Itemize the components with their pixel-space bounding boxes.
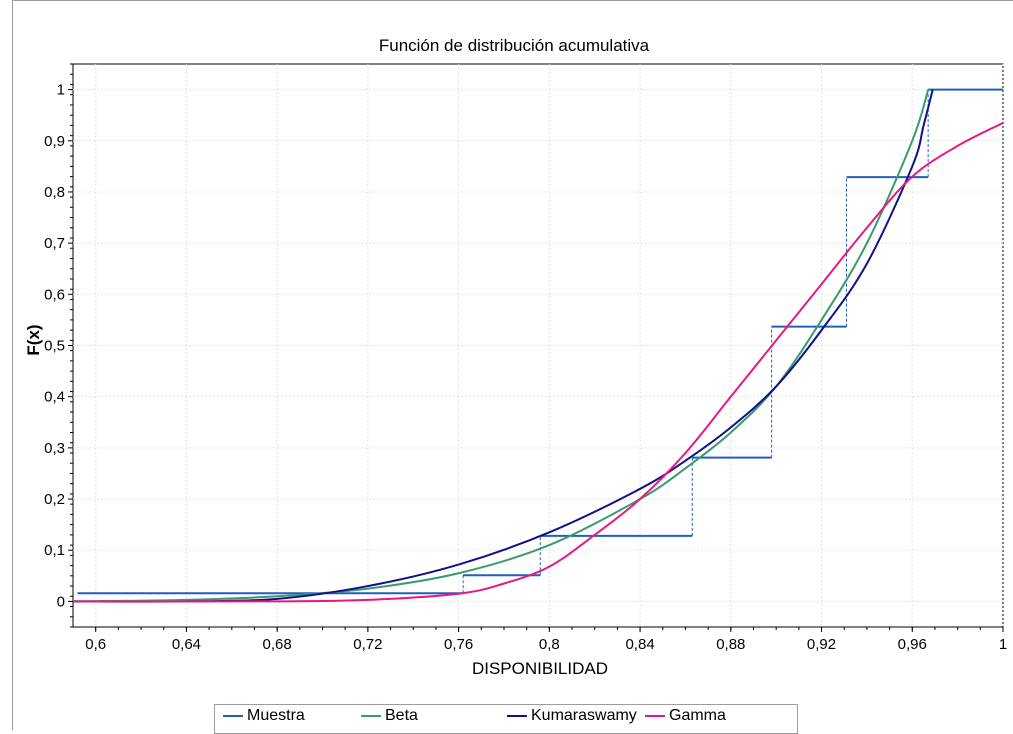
series-line-gamma [72, 121, 1004, 603]
x-tick-label: 0,68 [263, 636, 292, 653]
x-tick-label: 0,88 [716, 636, 745, 653]
y-axis-label: F(x) [24, 324, 43, 355]
legend-swatch-beta [361, 715, 381, 717]
legend-item-beta: Beta [361, 707, 418, 725]
y-axis: 0 0,1 0,2 0,3 0,4 0,5 0,6 0,7 0,8 0,9 1 [44, 63, 73, 628]
x-tick-label: 0,76 [444, 636, 473, 653]
legend-swatch-kumaraswamy [507, 715, 527, 717]
y-tick-label: 0,6 [44, 286, 65, 303]
x-tick-label: 0,8 [539, 636, 560, 653]
legend-label-muestra: Muestra [247, 707, 305, 724]
x-tick-label: 0,96 [898, 636, 927, 653]
y-tick-label: 0,3 [44, 440, 65, 457]
legend-swatch-gamma [645, 715, 665, 717]
y-tick-label: 0,9 [44, 133, 65, 150]
y-tick-label: 0,2 [44, 491, 65, 508]
x-tick-label: 0,84 [625, 636, 654, 653]
legend-item-kumaraswamy: Kumaraswamy [507, 707, 637, 725]
y-tick-label: 0,1 [44, 542, 65, 559]
legend-label-beta: Beta [385, 707, 418, 724]
y-tick-label: 0,4 [44, 389, 65, 406]
legend-item-muestra: Muestra [223, 707, 305, 725]
legend-swatch-muestra [223, 715, 243, 717]
x-axis: 0,6 0,64 0,68 0,72 0,76 0,8 0,84 0,88 0,92 0,96 1 [85, 627, 1007, 653]
y-tick-label: 0,7 [44, 235, 65, 252]
y-tick-label: 0,5 [44, 338, 65, 355]
x-tick-label: 1 [999, 636, 1007, 653]
x-tick-label: 0,6 [85, 636, 106, 653]
chart-frame [12, 0, 1013, 730]
y-tick-label: 0 [57, 593, 65, 610]
x-tick-label: 0,64 [172, 636, 201, 653]
x-tick-label: 0,72 [353, 636, 382, 653]
y-tick-label: 0,8 [44, 184, 65, 201]
x-tick-label: 0,92 [807, 636, 836, 653]
x-axis-label: DISPONIBILIDAD [472, 659, 608, 678]
legend-label-kumaraswamy: Kumaraswamy [531, 707, 637, 724]
series-layer [72, 88, 1004, 603]
legend-item-gamma: Gamma [645, 707, 726, 725]
legend-label-gamma: Gamma [669, 707, 726, 724]
legend: Muestra Beta Kumaraswamy Gamma [214, 704, 798, 734]
y-tick-label: 1 [57, 82, 65, 99]
chart-title: Función de distribución acumulativa [379, 36, 650, 55]
